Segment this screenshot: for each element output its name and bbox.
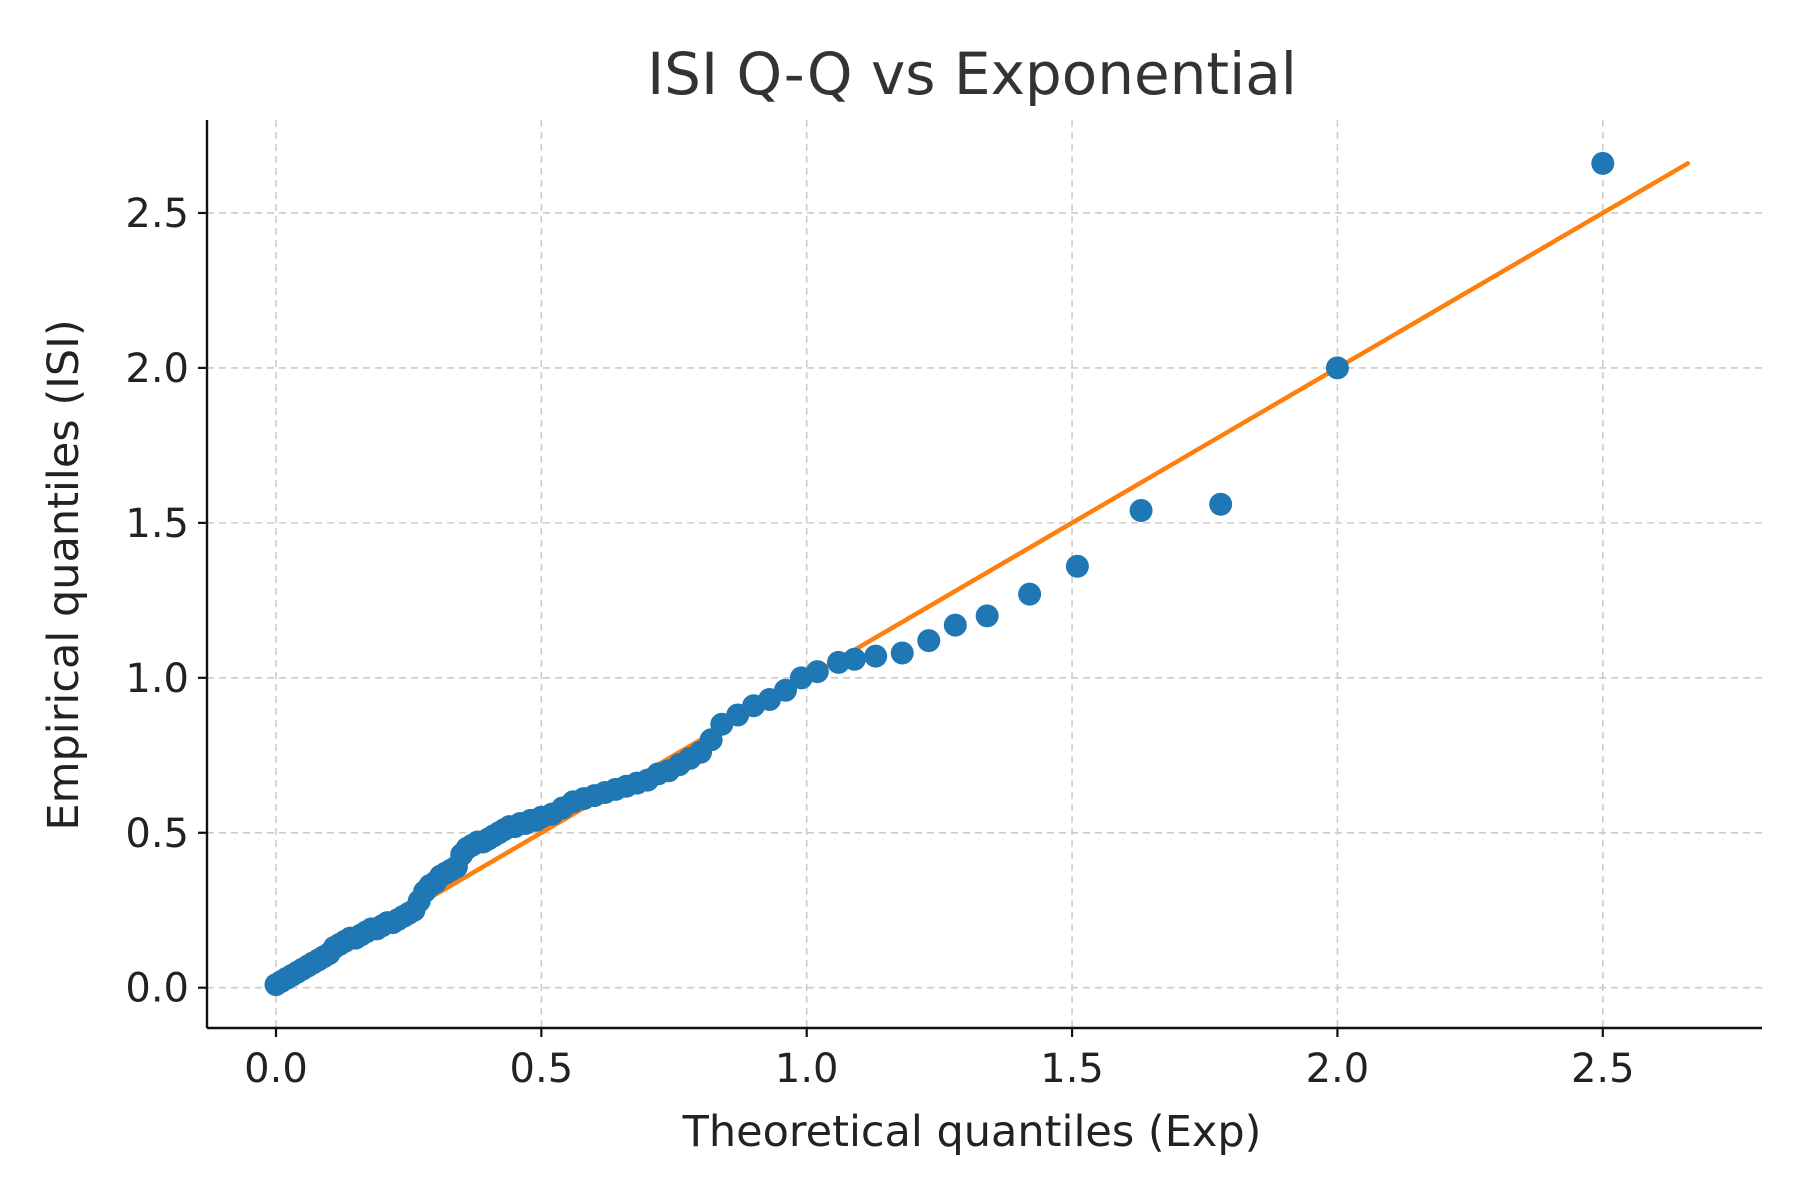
scatter-point (773, 678, 797, 702)
scatter-point (805, 660, 829, 684)
axes: 0.0 0.5 1.0 1.5 2.0 2.5 0.0 0.5 1.0 1.5 2.0 2.5 (125, 120, 1762, 1092)
reference-line (273, 161, 1690, 990)
reference-line-layer (273, 161, 1690, 990)
scatter-point-layer (264, 151, 1615, 997)
y-tick-label: 2.0 (125, 346, 189, 392)
scatter-point (890, 641, 914, 665)
x-tick-label: 2.0 (1306, 1046, 1370, 1092)
scatter-point (917, 629, 941, 653)
y-tick-label: 2.5 (125, 191, 189, 237)
x-tick-label: 0.0 (244, 1046, 308, 1092)
y-tick-label: 1.0 (125, 656, 189, 702)
scatter-point (975, 604, 999, 628)
scatter-point (1129, 498, 1153, 522)
scatter-point (1325, 356, 1349, 380)
x-tick-label: 1.5 (1040, 1046, 1104, 1092)
x-tick-label: 2.5 (1571, 1046, 1635, 1092)
scatter-point (1209, 492, 1233, 516)
scatter-point (1065, 554, 1089, 578)
scatter-point (943, 613, 967, 637)
x-tick-label: 0.5 (510, 1046, 574, 1092)
grid-layer (207, 120, 1762, 1028)
y-tick-label: 1.5 (125, 501, 189, 547)
chart-title: ISI Q-Q vs Exponential (647, 40, 1297, 108)
scatter-point (1018, 582, 1042, 606)
x-tick-label: 1.0 (775, 1046, 839, 1092)
x-axis-label: Theoretical quantiles (Exp) (682, 1107, 1262, 1157)
y-tick-label: 0.0 (125, 966, 189, 1012)
y-tick-label: 0.5 (125, 811, 189, 857)
scatter-point (842, 647, 866, 671)
scatter-point (864, 644, 888, 668)
y-axis-label: Empirical quantiles (ISI) (39, 319, 89, 830)
scatter-point (1591, 151, 1615, 175)
